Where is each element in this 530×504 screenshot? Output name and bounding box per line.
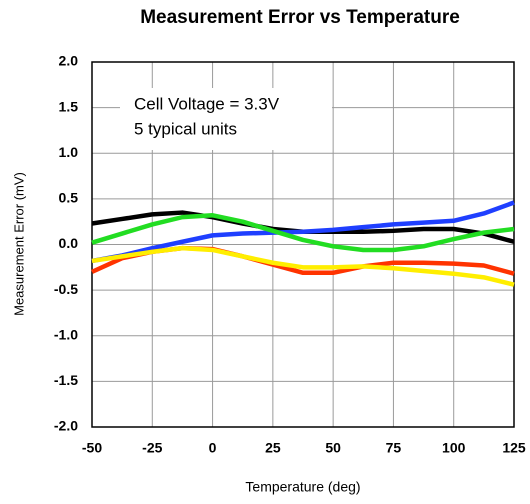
y-tick-label: -2.0 <box>54 418 78 434</box>
y-tick-label: 1.5 <box>59 98 79 114</box>
y-tick-label: -0.5 <box>54 281 78 297</box>
x-tick-label: 100 <box>442 440 466 456</box>
chart-title: Measurement Error vs Temperature <box>140 7 460 28</box>
y-tick-label: -1.0 <box>54 326 78 342</box>
y-tick-label: 2.0 <box>59 53 79 69</box>
x-tick-label: 0 <box>209 440 217 456</box>
data-line <box>91 200 515 264</box>
y-tick-label: 0.5 <box>59 190 79 206</box>
y-axis-label: Measurement Error (mV) <box>11 172 26 316</box>
x-tick-label: 75 <box>386 440 402 456</box>
x-tick-label: 50 <box>325 440 341 456</box>
x-tick-label: -25 <box>142 440 162 456</box>
annotation: 5 typical units <box>134 119 237 138</box>
x-tick-label: 25 <box>265 440 281 456</box>
x-tick-label: 125 <box>502 440 526 456</box>
data-line <box>91 245 515 287</box>
y-tick-label: 1.0 <box>59 144 79 160</box>
annotation: Cell Voltage = 3.3V <box>134 94 280 113</box>
annotation-box <box>120 88 332 150</box>
plot-border <box>91 61 515 428</box>
data-line <box>91 213 515 253</box>
x-axis-label: Temperature (deg) <box>245 479 360 495</box>
data-line <box>91 210 515 244</box>
x-tick-label: -50 <box>82 440 102 456</box>
y-tick-label: -1.5 <box>54 372 78 388</box>
y-tick-label: 0.0 <box>59 235 79 251</box>
